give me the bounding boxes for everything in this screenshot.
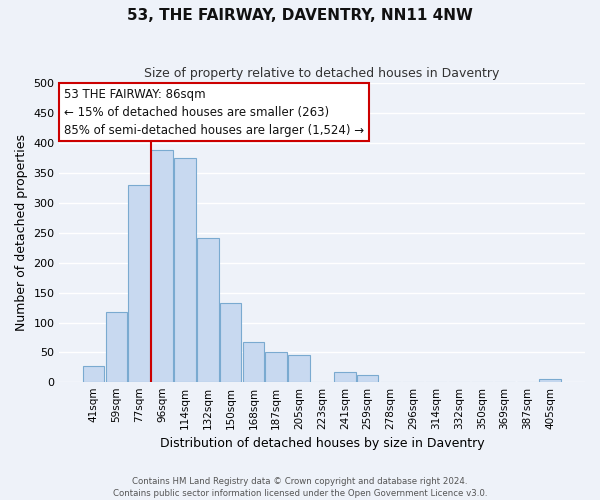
- Bar: [334, 372, 356, 382]
- Bar: [288, 355, 310, 382]
- Bar: [242, 342, 264, 382]
- Bar: [220, 303, 241, 382]
- Bar: [539, 380, 561, 382]
- Bar: [128, 185, 150, 382]
- Text: 53 THE FAIRWAY: 86sqm
← 15% of detached houses are smaller (263)
85% of semi-det: 53 THE FAIRWAY: 86sqm ← 15% of detached …: [64, 88, 364, 136]
- Bar: [265, 352, 287, 382]
- Text: Contains HM Land Registry data © Crown copyright and database right 2024.
Contai: Contains HM Land Registry data © Crown c…: [113, 476, 487, 498]
- Bar: [106, 312, 127, 382]
- Title: Size of property relative to detached houses in Daventry: Size of property relative to detached ho…: [144, 68, 500, 80]
- X-axis label: Distribution of detached houses by size in Daventry: Distribution of detached houses by size …: [160, 437, 484, 450]
- Bar: [197, 238, 218, 382]
- Y-axis label: Number of detached properties: Number of detached properties: [15, 134, 28, 331]
- Text: 53, THE FAIRWAY, DAVENTRY, NN11 4NW: 53, THE FAIRWAY, DAVENTRY, NN11 4NW: [127, 8, 473, 22]
- Bar: [174, 158, 196, 382]
- Bar: [83, 366, 104, 382]
- Bar: [357, 374, 379, 382]
- Bar: [151, 150, 173, 382]
